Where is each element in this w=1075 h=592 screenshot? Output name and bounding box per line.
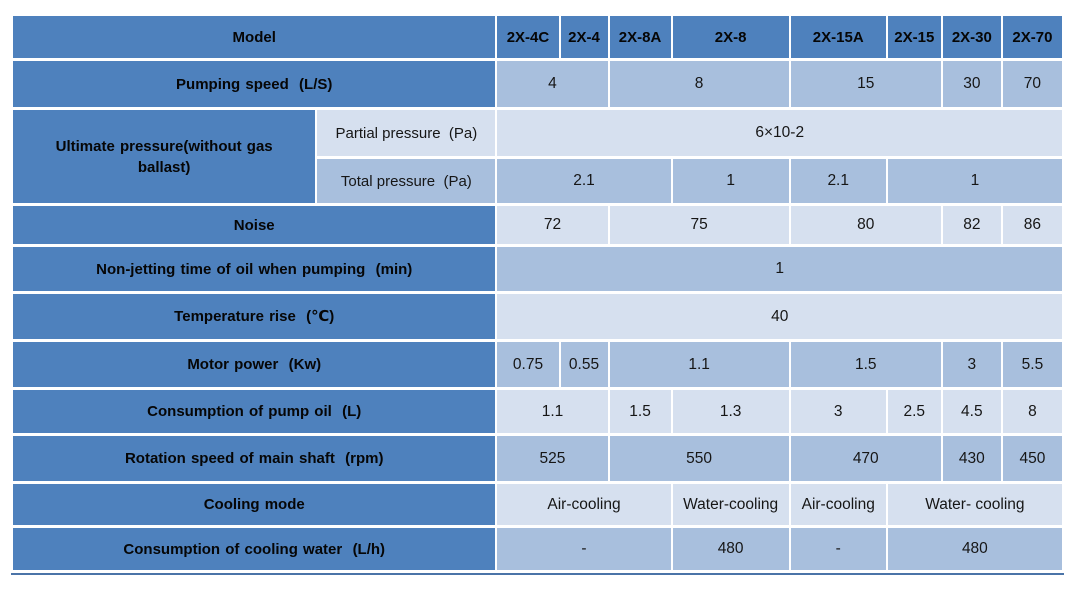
pumping-speed-value: 4 bbox=[497, 61, 608, 107]
pump-oil-value: 1.5 bbox=[609, 390, 671, 433]
motor-power-value: 5.5 bbox=[1002, 342, 1062, 387]
noise-value: 86 bbox=[1002, 206, 1062, 244]
cooling-water-value: - bbox=[790, 528, 886, 570]
pumping-speed-value: 8 bbox=[609, 61, 789, 107]
cooling-water-value: 480 bbox=[887, 528, 1062, 570]
model-name-2x-8a: 2X-8A bbox=[609, 16, 671, 58]
row-pump-oil: Consumption of pump oil (L) 1.1 1.5 1.3 … bbox=[13, 390, 1062, 433]
row-temperature-rise: Temperature rise (℃) 40 bbox=[13, 294, 1062, 339]
model-name-2x-70: 2X-70 bbox=[1002, 16, 1062, 58]
model-name-2x-8: 2X-8 bbox=[672, 16, 789, 58]
row-label-motor-power: Motor power (Kw) bbox=[13, 342, 496, 387]
model-header-label: Model bbox=[13, 16, 496, 58]
row-label-cooling-mode: Cooling mode bbox=[13, 484, 496, 525]
pumping-speed-value: 30 bbox=[942, 61, 1001, 107]
pump-spec-table: Model 2X-4C 2X-4 2X-8A 2X-8 2X-15A 2X-15… bbox=[11, 13, 1064, 575]
cooling-water-value: 480 bbox=[672, 528, 789, 570]
pump-oil-value: 8 bbox=[1002, 390, 1062, 433]
pumping-speed-value: 70 bbox=[1002, 61, 1062, 107]
row-partial-pressure: Ultimate pressure(without gas ballast) P… bbox=[13, 110, 1062, 203]
pump-oil-value: 3 bbox=[790, 390, 886, 433]
motor-power-value: 3 bbox=[942, 342, 1001, 387]
row-label-pumping-speed: Pumping speed (L/S) bbox=[13, 61, 496, 107]
noise-value: 80 bbox=[790, 206, 941, 244]
row-label-cooling-water: Consumption of cooling water (L/h) bbox=[13, 528, 496, 570]
non-jetting-time-value: 1 bbox=[497, 247, 1062, 291]
model-name-2x-4: 2X-4 bbox=[560, 16, 608, 58]
rotation-speed-value: 525 bbox=[497, 436, 608, 481]
pumping-speed-value: 15 bbox=[790, 61, 941, 107]
row-label-pump-oil: Consumption of pump oil (L) bbox=[13, 390, 496, 433]
pump-oil-value: 2.5 bbox=[887, 390, 941, 433]
page: Model 2X-4C 2X-4 2X-8A 2X-8 2X-15A 2X-15… bbox=[11, 13, 1064, 575]
rotation-speed-value: 470 bbox=[790, 436, 941, 481]
model-name-2x-30: 2X-30 bbox=[942, 16, 1001, 58]
row-label-non-jetting-time: Non-jetting time of oil when pumping (mi… bbox=[13, 247, 496, 291]
noise-value: 82 bbox=[942, 206, 1001, 244]
total-pressure-value: 2.1 bbox=[497, 159, 671, 203]
pump-oil-value: 1.3 bbox=[672, 390, 789, 433]
total-pressure-value: 1 bbox=[887, 159, 1062, 203]
row-noise: Noise 72 75 80 82 86 bbox=[13, 206, 1062, 244]
total-pressure-value: 2.1 bbox=[790, 159, 886, 203]
noise-value: 75 bbox=[609, 206, 789, 244]
noise-value: 72 bbox=[497, 206, 608, 244]
total-pressure-value: 1 bbox=[672, 159, 789, 203]
motor-power-value: 1.1 bbox=[609, 342, 789, 387]
rotation-speed-value: 450 bbox=[1002, 436, 1062, 481]
model-name-2x-15: 2X-15 bbox=[887, 16, 941, 58]
sub-label-total-pressure: Total pressure (Pa) bbox=[317, 159, 496, 203]
row-model-header: Model 2X-4C 2X-4 2X-8A 2X-8 2X-15A 2X-15… bbox=[13, 16, 1062, 58]
row-pumping-speed: Pumping speed (L/S) 4 8 15 30 70 bbox=[13, 61, 1062, 107]
row-label-ultimate-pressure: Ultimate pressure(without gas ballast) bbox=[13, 110, 316, 203]
pump-oil-value: 4.5 bbox=[942, 390, 1001, 433]
row-label-rotation-speed: Rotation speed of main shaft (rpm) bbox=[13, 436, 496, 481]
temperature-rise-value: 40 bbox=[497, 294, 1062, 339]
row-rotation-speed: Rotation speed of main shaft (rpm) 525 5… bbox=[13, 436, 1062, 481]
motor-power-value: 0.55 bbox=[560, 342, 608, 387]
partial-pressure-value: 6×10-2 bbox=[497, 110, 1062, 156]
row-label-temperature-rise: Temperature rise (℃) bbox=[13, 294, 496, 339]
row-motor-power: Motor power (Kw) 0.75 0.55 1.1 1.5 3 5.5 bbox=[13, 342, 1062, 387]
cooling-mode-value: Air-cooling bbox=[790, 484, 886, 525]
motor-power-value: 1.5 bbox=[790, 342, 941, 387]
rotation-speed-value: 430 bbox=[942, 436, 1001, 481]
cooling-mode-value: Water- cooling bbox=[887, 484, 1062, 525]
row-cooling-water: Consumption of cooling water (L/h) - 480… bbox=[13, 528, 1062, 570]
sub-label-partial-pressure: Partial pressure (Pa) bbox=[317, 110, 496, 156]
rotation-speed-value: 550 bbox=[609, 436, 789, 481]
cooling-mode-value: Water-cooling bbox=[672, 484, 789, 525]
model-name-2x-4c: 2X-4C bbox=[497, 16, 559, 58]
row-label-noise: Noise bbox=[13, 206, 496, 244]
row-cooling-mode: Cooling mode Air-cooling Water-cooling A… bbox=[13, 484, 1062, 525]
pump-oil-value: 1.1 bbox=[497, 390, 608, 433]
cooling-mode-value: Air-cooling bbox=[497, 484, 671, 525]
row-total-pressure: Total pressure (Pa) 2.1 1 2.1 1 bbox=[13, 159, 1062, 203]
model-name-2x-15a: 2X-15A bbox=[790, 16, 886, 58]
row-non-jetting-time: Non-jetting time of oil when pumping (mi… bbox=[13, 247, 1062, 291]
cooling-water-value: - bbox=[497, 528, 671, 570]
motor-power-value: 0.75 bbox=[497, 342, 559, 387]
